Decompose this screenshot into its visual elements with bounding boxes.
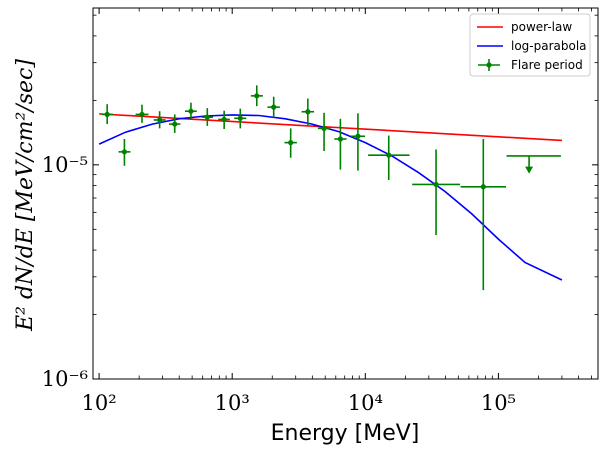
- ytick-label-1: 10⁻⁵: [42, 153, 88, 177]
- xtick-label-0: 10²: [82, 391, 117, 415]
- flare-point-7: [221, 116, 227, 123]
- xtick-label-2: 10⁴: [348, 391, 383, 415]
- flare-point-5: [188, 108, 194, 114]
- flare-point-10: [271, 104, 277, 110]
- plot-frame: [92, 7, 599, 380]
- legend-label-power-law: power-law: [511, 20, 572, 34]
- power-law-line: [99, 113, 562, 142]
- legend-swatch-flare-dot: [486, 62, 492, 68]
- x-axis-label: Energy [MeV]: [271, 421, 420, 446]
- flare-point-0: [104, 111, 110, 118]
- legend-label-log-parabola: log-parabola: [511, 39, 587, 53]
- y-axis-label: E² dN/dE [MeV/cm²/sec]: [13, 59, 38, 332]
- flare-point-14: [337, 136, 344, 142]
- legend-box: [469, 13, 591, 77]
- flare-points: [101, 85, 561, 291]
- log-parabola-curve: [98, 114, 563, 281]
- flare-point-12: [305, 109, 311, 115]
- flare-point-11: [288, 140, 294, 146]
- legend-label-flare: Flare period: [511, 58, 583, 72]
- flare-point-6: [204, 114, 210, 120]
- flare-point-8: [237, 115, 243, 121]
- axis-ticks: [92, 8, 598, 380]
- xtick-label-1: 10³: [215, 391, 250, 415]
- flare-point-3: [157, 117, 163, 123]
- flare-point-15: [355, 133, 361, 139]
- flare-point-17: [433, 181, 439, 188]
- ytick-label-0: 10⁻⁶: [42, 367, 88, 391]
- model-lines: [98, 113, 563, 281]
- flare-point-13: [321, 125, 327, 131]
- flare-point-18: [480, 184, 486, 190]
- flare-point-1: [121, 149, 128, 155]
- flare-point-16: [386, 152, 392, 158]
- xtick-label-3: 10⁵: [481, 391, 516, 415]
- upper-limit-0-arrow: [525, 166, 534, 174]
- legend: power-law log-parabola Flare period: [469, 13, 591, 77]
- axis-tick-labels: 10² 10³ 10⁴ 10⁵ 10⁻⁶ 10⁻⁵: [42, 153, 516, 415]
- flare-point-9: [254, 93, 260, 99]
- flare-point-2: [139, 111, 145, 118]
- flare-point-4: [172, 121, 178, 127]
